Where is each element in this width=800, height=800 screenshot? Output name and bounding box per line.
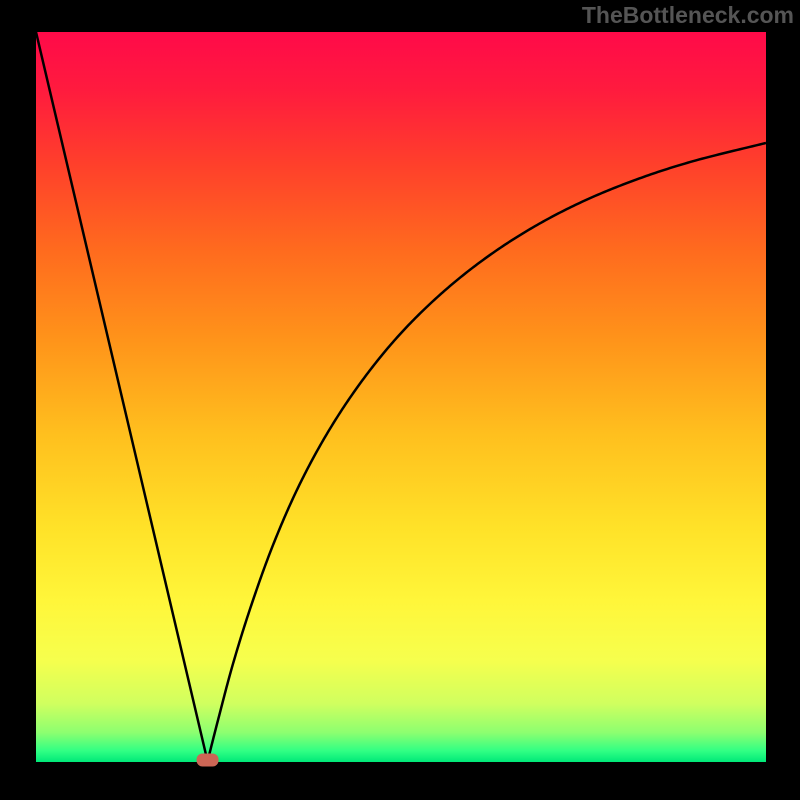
cusp-marker (197, 754, 219, 767)
plot-gradient-background (36, 32, 766, 762)
bottleneck-chart (0, 0, 800, 800)
chart-container: TheBottleneck.com (0, 0, 800, 800)
watermark-text: TheBottleneck.com (582, 2, 794, 29)
